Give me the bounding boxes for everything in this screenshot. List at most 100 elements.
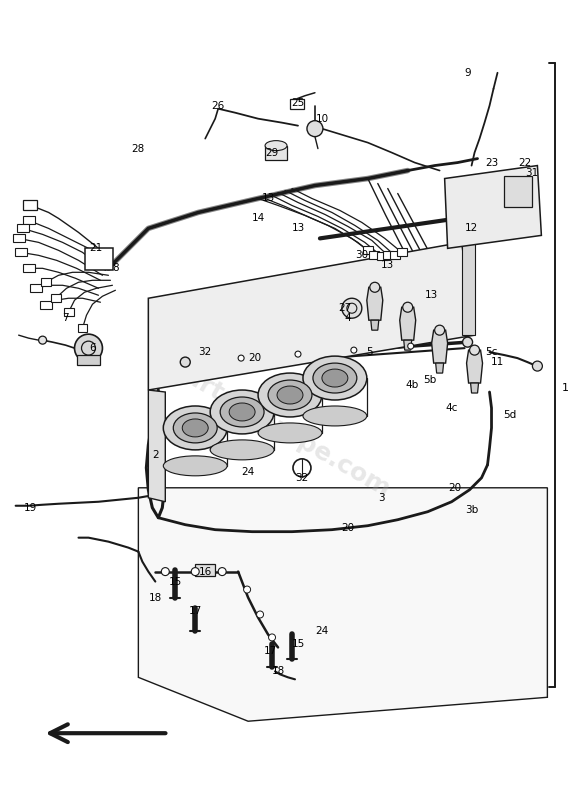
- Ellipse shape: [163, 406, 227, 450]
- Text: 22: 22: [518, 158, 531, 167]
- Text: 23: 23: [485, 158, 498, 167]
- Polygon shape: [138, 488, 547, 722]
- Bar: [377, 252, 387, 260]
- Ellipse shape: [268, 380, 312, 410]
- Circle shape: [408, 343, 414, 349]
- Text: 32: 32: [199, 347, 212, 357]
- Text: 4: 4: [345, 313, 351, 323]
- Text: 6: 6: [89, 343, 96, 353]
- Text: 24: 24: [241, 467, 255, 477]
- Bar: [23, 201, 36, 210]
- Text: 18: 18: [272, 666, 285, 676]
- Text: 30: 30: [356, 250, 368, 260]
- Text: 24: 24: [316, 626, 328, 637]
- Bar: [64, 308, 74, 316]
- Polygon shape: [148, 242, 475, 390]
- Ellipse shape: [173, 413, 217, 443]
- Bar: [86, 248, 113, 270]
- Bar: [17, 225, 28, 233]
- Bar: [390, 251, 400, 259]
- Circle shape: [470, 345, 479, 355]
- Polygon shape: [471, 383, 479, 393]
- Text: 5d: 5d: [503, 410, 516, 420]
- Text: 20: 20: [448, 482, 461, 493]
- Polygon shape: [461, 242, 475, 335]
- Ellipse shape: [210, 440, 274, 460]
- Text: 20: 20: [248, 353, 262, 363]
- Text: 12: 12: [465, 223, 478, 234]
- Bar: [76, 355, 100, 365]
- Bar: [195, 564, 215, 575]
- Text: 18: 18: [149, 593, 162, 602]
- Circle shape: [238, 355, 244, 361]
- Circle shape: [463, 337, 472, 347]
- Bar: [13, 234, 25, 242]
- Polygon shape: [400, 307, 416, 340]
- Ellipse shape: [258, 423, 322, 443]
- Text: 25: 25: [291, 98, 305, 108]
- Polygon shape: [148, 390, 165, 502]
- Text: 5c: 5c: [485, 347, 498, 357]
- Circle shape: [39, 336, 46, 344]
- Circle shape: [180, 357, 190, 367]
- Circle shape: [244, 586, 251, 593]
- Polygon shape: [467, 350, 482, 383]
- Circle shape: [75, 334, 102, 362]
- Ellipse shape: [163, 456, 227, 476]
- Bar: [50, 294, 61, 302]
- Text: 3: 3: [379, 493, 385, 502]
- Circle shape: [351, 347, 357, 353]
- Ellipse shape: [322, 369, 348, 387]
- Bar: [14, 248, 27, 256]
- Text: 17: 17: [263, 646, 277, 656]
- Text: 21: 21: [89, 243, 102, 254]
- Polygon shape: [404, 340, 412, 350]
- Ellipse shape: [220, 397, 264, 427]
- Ellipse shape: [265, 141, 287, 150]
- Text: 5: 5: [367, 347, 373, 357]
- Polygon shape: [367, 287, 383, 320]
- Bar: [290, 98, 304, 109]
- Text: 16: 16: [199, 566, 212, 577]
- Text: 4b: 4b: [405, 380, 419, 390]
- Bar: [383, 251, 393, 259]
- Bar: [41, 278, 50, 286]
- Circle shape: [191, 567, 199, 575]
- Circle shape: [218, 567, 226, 575]
- Text: 15: 15: [168, 577, 182, 586]
- Circle shape: [269, 634, 276, 641]
- Text: 28: 28: [132, 144, 145, 154]
- Text: 17: 17: [189, 606, 202, 617]
- Text: 3b: 3b: [465, 505, 478, 514]
- Bar: [30, 284, 42, 292]
- Ellipse shape: [258, 373, 322, 417]
- Text: 7: 7: [62, 313, 69, 323]
- Polygon shape: [435, 363, 444, 373]
- Bar: [504, 175, 533, 207]
- Text: 2: 2: [152, 450, 159, 460]
- Text: 29: 29: [265, 147, 278, 158]
- Bar: [78, 324, 87, 332]
- Text: 1: 1: [562, 383, 569, 393]
- Text: 14: 14: [251, 214, 265, 223]
- Circle shape: [342, 298, 362, 318]
- Ellipse shape: [277, 386, 303, 404]
- Ellipse shape: [182, 419, 208, 437]
- Bar: [23, 217, 35, 225]
- Text: 26: 26: [211, 101, 225, 110]
- Circle shape: [256, 611, 263, 618]
- Ellipse shape: [313, 363, 357, 393]
- Polygon shape: [371, 320, 379, 330]
- Bar: [369, 251, 379, 259]
- Circle shape: [307, 121, 323, 137]
- Text: 15: 15: [291, 639, 305, 650]
- Text: parts-europe.com: parts-europe.com: [165, 357, 395, 503]
- Polygon shape: [432, 330, 448, 363]
- Text: 20: 20: [341, 522, 354, 533]
- Ellipse shape: [303, 406, 367, 426]
- Ellipse shape: [210, 390, 274, 434]
- Text: 32: 32: [295, 473, 309, 483]
- Text: 19: 19: [24, 502, 37, 513]
- Bar: [39, 302, 52, 310]
- Text: 13: 13: [381, 260, 394, 270]
